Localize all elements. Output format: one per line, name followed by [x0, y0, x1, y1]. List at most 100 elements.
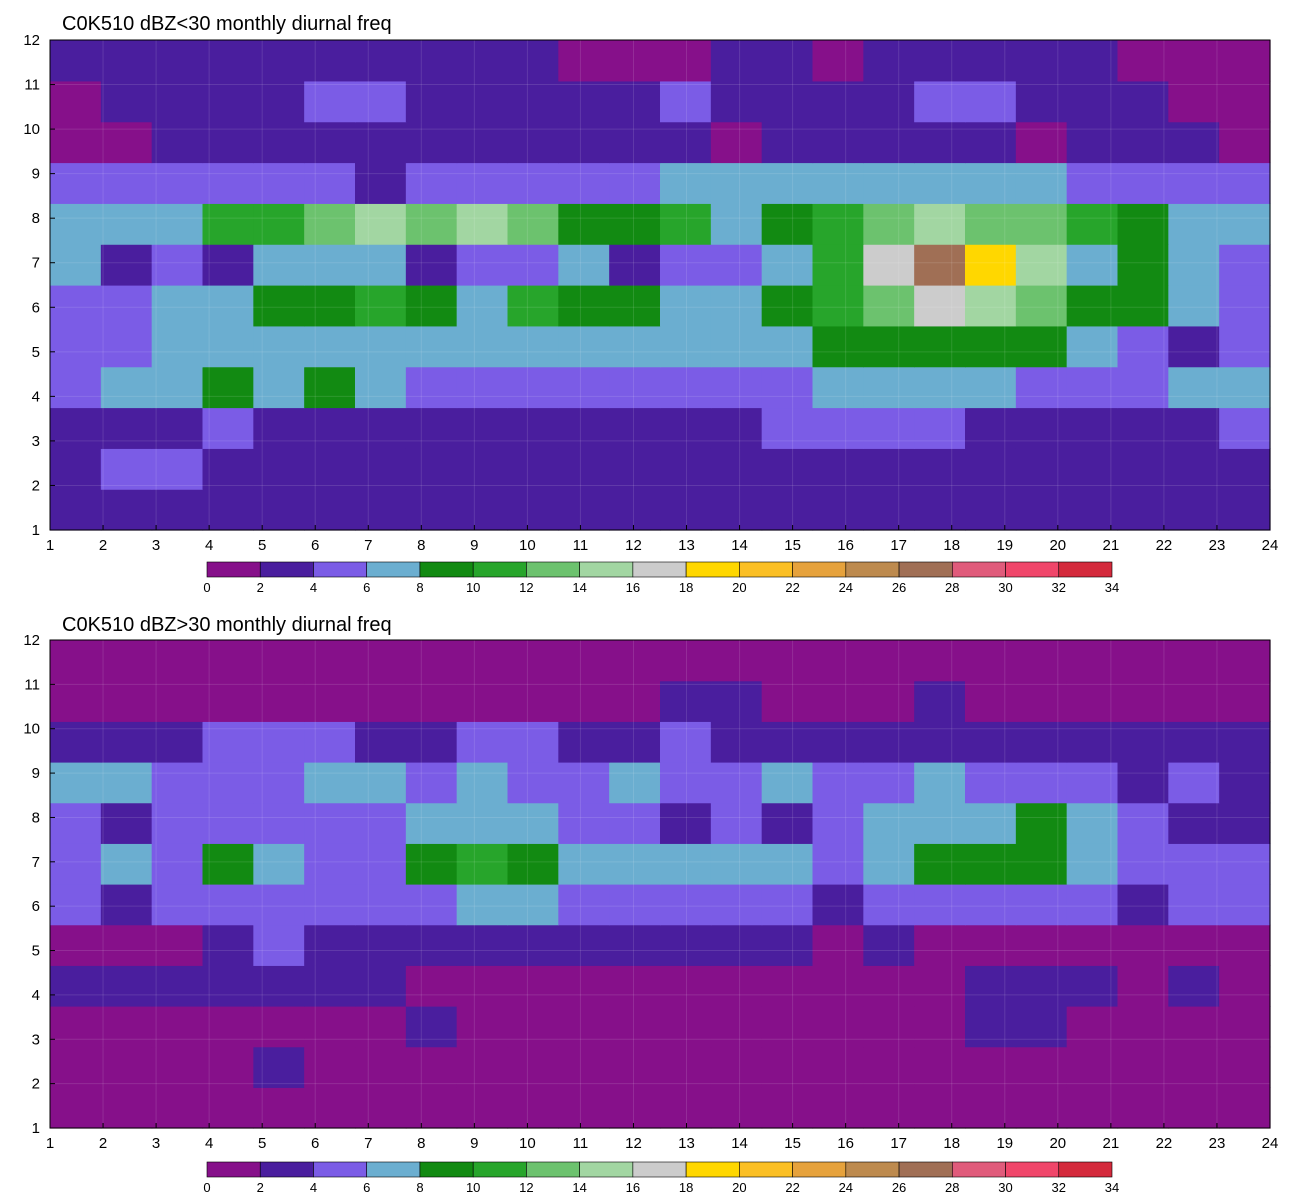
heatmap-cell	[863, 680, 915, 722]
heatmap-cell	[1015, 80, 1068, 123]
heatmap-cell	[507, 203, 559, 245]
heatmap-cell	[304, 1087, 356, 1129]
heatmap-cell	[253, 203, 305, 245]
heatmap-cell	[812, 407, 864, 449]
heatmap-cell	[710, 843, 763, 885]
heatmap-cell	[1066, 1046, 1119, 1088]
heatmap-cell	[863, 1087, 915, 1129]
heatmap-cell	[355, 680, 407, 722]
y-tick-label: 3	[32, 433, 40, 450]
x-tick-label: 19	[996, 1135, 1013, 1152]
colorbar-label: 12	[519, 1180, 533, 1195]
heatmap-cell	[863, 366, 915, 409]
heatmap-cell	[1219, 1087, 1271, 1129]
heatmap-cell	[151, 1046, 204, 1088]
heatmap-cell	[558, 40, 610, 82]
heatmap-cell	[660, 80, 712, 123]
heatmap-cell	[660, 1006, 712, 1048]
heatmap-cell	[1015, 244, 1068, 286]
x-tick-label: 2	[99, 537, 107, 554]
heatmap-cell	[965, 802, 1017, 844]
heatmap-cell	[863, 325, 915, 368]
colorbar-swatch	[898, 1161, 953, 1178]
heatmap-cell	[1117, 407, 1169, 449]
heatmap-cell	[304, 285, 356, 327]
heatmap-cell	[914, 1046, 966, 1088]
heatmap-cell	[914, 640, 966, 682]
x-tick-label: 12	[625, 1135, 642, 1152]
heatmap-cell	[761, 640, 814, 682]
heatmap-cell	[1219, 407, 1271, 449]
heatmap-cell	[863, 489, 915, 531]
heatmap-cell	[507, 924, 559, 966]
colorbar-label: 22	[785, 580, 799, 595]
heatmap-cell	[710, 121, 763, 164]
x-tick-label: 9	[470, 1135, 478, 1152]
heatmap-cell	[151, 244, 204, 286]
heatmap-cell	[253, 366, 305, 409]
heatmap-cell	[710, 489, 763, 531]
heatmap-cell	[253, 40, 305, 82]
heatmap-cell	[151, 40, 204, 82]
heatmap-cell	[151, 1006, 204, 1048]
heatmap-cell	[1219, 762, 1271, 804]
y-tick-label: 12	[23, 32, 40, 49]
x-tick-label: 15	[784, 537, 801, 554]
heatmap-cell	[355, 40, 407, 82]
heatmap-cell	[100, 80, 153, 123]
heatmap-cell	[558, 489, 610, 531]
heatmap-cell	[965, 884, 1017, 926]
heatmap-cell	[202, 640, 254, 682]
colorbar-label: 12	[519, 580, 533, 595]
heatmap-cell	[405, 407, 458, 449]
heatmap-cell	[456, 285, 509, 327]
heatmap-cell	[151, 1087, 204, 1129]
heatmap-cell	[710, 802, 763, 844]
heatmap-cell	[151, 366, 204, 409]
heatmap-cell	[1219, 680, 1271, 722]
x-tick-label: 20	[1049, 1135, 1066, 1152]
heatmap-cell	[304, 843, 356, 885]
heatmap-cell	[710, 244, 763, 286]
heatmap-cell	[863, 203, 915, 245]
panel-title: C0K510 dBZ>30 monthly diurnal freq	[62, 614, 392, 636]
heatmap-cell	[456, 203, 509, 245]
heatmap-cell	[558, 203, 610, 245]
colorbar-label: 0	[203, 580, 210, 595]
x-tick-label: 16	[837, 537, 854, 554]
heatmap-cell	[202, 40, 254, 82]
heatmap-cell	[1066, 1087, 1119, 1129]
colorbar-label: 8	[416, 1180, 423, 1195]
heatmap-cell	[100, 884, 153, 926]
heatmap-cell	[100, 121, 153, 164]
colorbar-label: 2	[257, 580, 264, 595]
heatmap-cell	[609, 843, 661, 885]
heatmap-cell	[1168, 884, 1220, 926]
heatmap-cell	[202, 121, 254, 164]
heatmap-cell	[1219, 285, 1271, 327]
y-tick-label: 2	[32, 1076, 40, 1093]
heatmap-cell	[761, 203, 814, 245]
colorbar-swatch	[845, 1161, 900, 1178]
heatmap-cell	[609, 680, 661, 722]
heatmap-cell	[761, 680, 814, 722]
heatmap-cell	[660, 1046, 712, 1088]
x-tick-label: 11	[573, 537, 589, 554]
heatmap-cell	[812, 244, 864, 286]
heatmap-cell	[1219, 489, 1271, 531]
heatmap-cell	[456, 121, 509, 164]
heatmap-cell	[151, 762, 204, 804]
heatmap-cell	[304, 924, 356, 966]
heatmap-cell	[914, 965, 966, 1007]
colorbar-swatch	[1058, 561, 1113, 578]
heatmap-cell	[761, 366, 814, 409]
heatmap-cell	[812, 489, 864, 531]
x-tick-label: 22	[1156, 537, 1173, 554]
heatmap-cell	[965, 721, 1017, 763]
heatmap-cell	[812, 965, 864, 1007]
heatmap-cell	[1066, 407, 1119, 449]
colorbar-swatch	[366, 561, 421, 578]
heatmap-cell	[405, 80, 458, 123]
